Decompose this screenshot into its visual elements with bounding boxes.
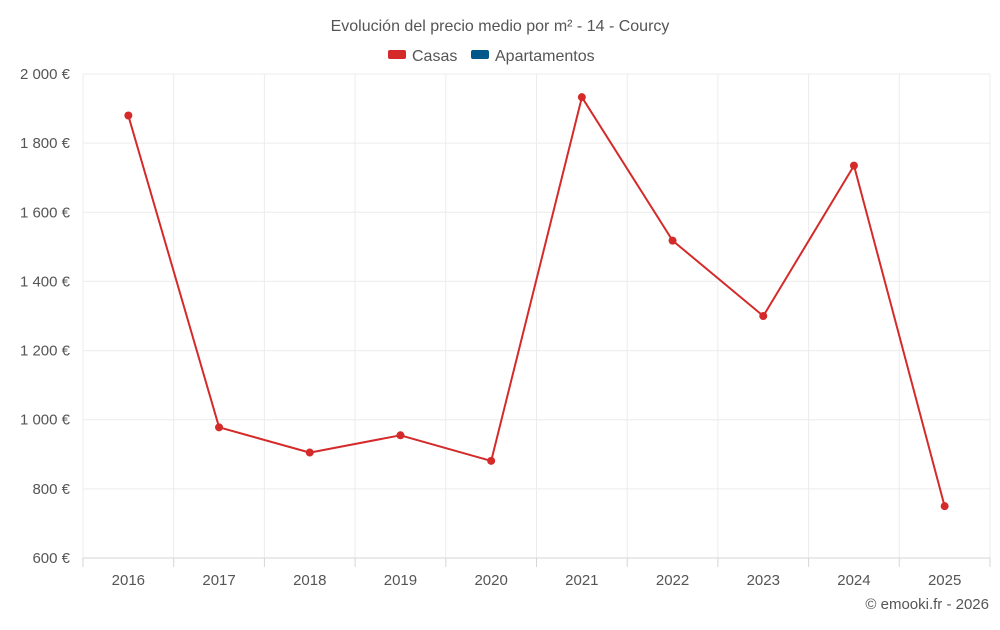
data-point-casas-2017[interactable] — [215, 423, 224, 432]
x-tick-label: 2024 — [837, 572, 870, 589]
x-gridlines — [82, 74, 991, 558]
y-axis-ticks: 600 € 800 € 1 000 € 1 200 € 1 400 € 1 600 € 1 … — [20, 66, 71, 567]
x-tick-label: 2016 — [112, 572, 145, 589]
data-point-casas-2019[interactable] — [396, 431, 405, 440]
legend-item-apartamentos[interactable]: Apartamentos — [471, 48, 595, 65]
data-point-casas-2016[interactable] — [124, 111, 133, 120]
x-tick-label: 2017 — [202, 572, 235, 589]
data-point-casas-2025[interactable] — [940, 502, 949, 511]
legend: Casas Apartamentos — [388, 48, 595, 65]
x-tick-label: 2021 — [565, 572, 598, 589]
legend-swatch-casas — [388, 50, 406, 59]
x-axis-ticks: 2016 2017 2018 2019 2020 2021 2022 2023 2024 2025 — [82, 558, 991, 589]
legend-label-apartamentos: Apartamentos — [495, 48, 595, 65]
y-tick-label: 1 600 € — [20, 204, 71, 221]
series-layer — [124, 93, 949, 511]
y-tick-label: 1 400 € — [20, 273, 71, 290]
y-tick-label: 2 000 € — [20, 66, 71, 83]
series-line-casas — [127, 96, 946, 507]
data-point-casas-2021[interactable] — [577, 93, 586, 102]
data-point-casas-2023[interactable] — [759, 312, 768, 320]
y-tick-label: 600 € — [32, 550, 70, 567]
data-point-casas-2018[interactable] — [305, 448, 314, 457]
y-tick-label: 1 000 € — [20, 412, 71, 429]
y-tick-label: 800 € — [32, 481, 70, 498]
y-tick-label: 1 800 € — [20, 135, 71, 152]
x-tick-label: 2025 — [928, 572, 961, 589]
x-tick-label: 2023 — [747, 572, 780, 589]
x-tick-label: 2020 — [474, 572, 507, 589]
legend-item-casas[interactable]: Casas — [388, 48, 457, 65]
x-tick-label: 2022 — [656, 572, 689, 589]
chart-title: Evolución del precio medio por m² - 14 -… — [331, 18, 670, 35]
x-tick-label: 2018 — [293, 572, 326, 589]
x-tick-label: 2019 — [384, 572, 417, 589]
legend-label-casas: Casas — [412, 48, 457, 65]
y-tick-label: 1 200 € — [20, 343, 71, 360]
credit-text: © emooki.fr - 2026 — [865, 596, 989, 613]
data-point-casas-2024[interactable] — [849, 161, 858, 170]
legend-swatch-apartamentos — [471, 50, 489, 59]
data-point-casas-2022[interactable] — [668, 236, 677, 245]
data-point-casas-2020[interactable] — [487, 456, 496, 465]
